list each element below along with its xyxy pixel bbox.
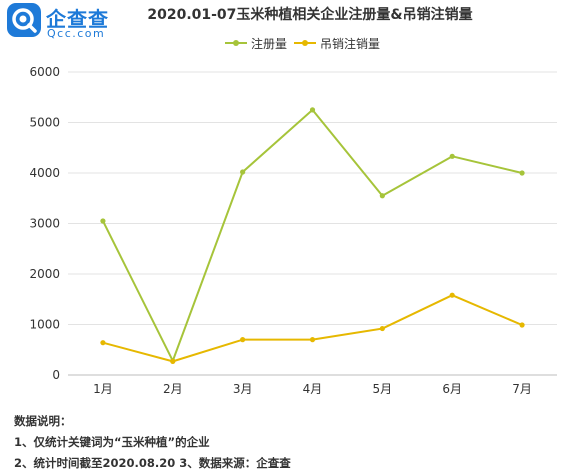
notes-line-2: 2、统计时间截至2020.08.20 3、数据来源：企查查 [14,456,291,470]
chart-title: 2020.01-07玉米种植相关企业注册量&吊销注销量 [147,7,473,23]
x-tick-label: 6月 [442,382,462,396]
y-tick-label: 0 [52,368,60,382]
brand-name-en: Qcc.com [47,27,106,40]
series-line-registered [102,108,523,362]
x-tick-label: 3月 [233,382,253,396]
notes-line-1: 1、仅统计关键词为“玉米种植”的企业 [14,435,210,449]
y-tick-label: 6000 [29,65,60,79]
data-point-cancelled [309,337,316,343]
data-point-cancelled [100,340,106,346]
data-point-registered [519,170,525,176]
y-tick-label: 3000 [29,217,60,231]
data-notes: 数据说明： 1、仅统计关键词为“玉米种植”的企业 2、统计时间截至2020.08… [14,411,291,470]
x-tick-label: 5月 [373,382,393,396]
y-tick-label: 5000 [29,116,60,130]
qcc-logo: 企查查 Qcc.com [6,2,126,42]
legend-item-registered: 注册量 [225,34,287,52]
qcc-logo-icon [7,3,41,37]
line-chart: 0 1000 2000 3000 4000 5000 6000 1月 2月 3月 4月 5月 6月 7月 [29,65,557,396]
brand-name-cn: 企查查 [46,7,109,31]
data-point-registered [240,169,246,175]
data-point-registered [100,218,106,224]
legend-item-cancelled: 吊销注销量 [294,34,380,52]
notes-heading: 数据说明： [14,414,72,428]
x-tick-label: 4月 [303,382,323,396]
data-point-cancelled [519,322,525,328]
x-tick-label: 1月 [93,382,113,396]
data-point-registered [309,107,316,113]
legend-swatch-cancelled [294,40,316,46]
legend-label-cancelled: 吊销注销量 [320,36,381,51]
x-tick-label: 7月 [512,382,532,396]
y-tick-label: 2000 [29,267,60,281]
data-point-cancelled [379,325,385,332]
data-point-registered [379,193,385,199]
data-point-registered [449,153,455,159]
y-tick-label: 4000 [29,166,60,180]
series-line-cancelled [102,294,523,363]
legend-label-registered: 注册量 [251,36,288,51]
data-point-cancelled [449,292,455,298]
x-tick-label: 2月 [163,382,183,396]
legend-swatch-registered [225,40,247,46]
data-point-cancelled [240,337,246,343]
chart-legend: 注册量 吊销注销量 [0,34,580,52]
data-point-cancelled [170,358,176,364]
y-tick-label: 1000 [29,318,60,332]
